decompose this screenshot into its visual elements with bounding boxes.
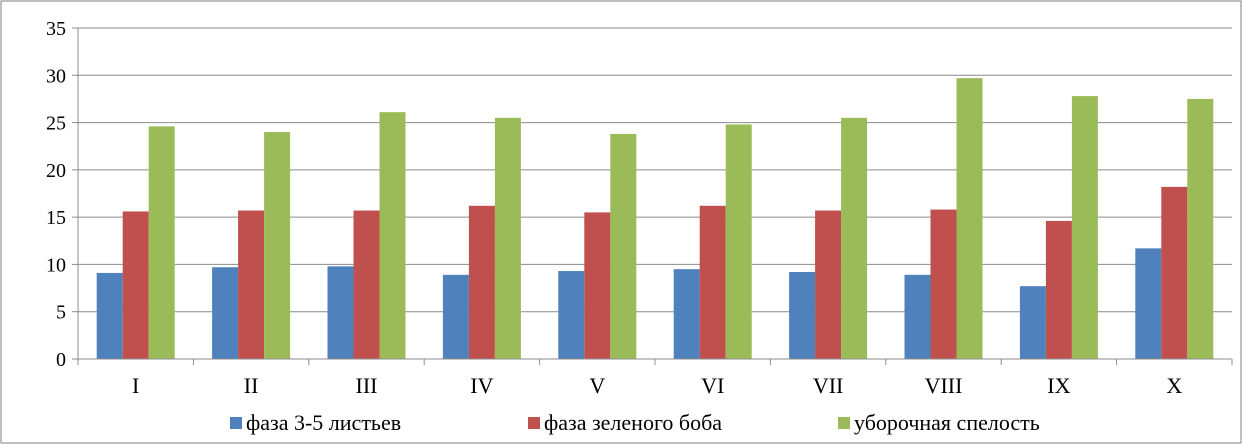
bar <box>930 209 957 359</box>
bar <box>841 117 868 359</box>
bar <box>1045 220 1072 359</box>
legend-label: фаза зеленого боба <box>544 410 722 435</box>
x-tick-label: V <box>589 373 605 398</box>
axes <box>72 27 1233 365</box>
legend-swatch <box>230 417 242 429</box>
y-tick-label: 35 <box>46 18 66 40</box>
x-tick-labels: I II III IV V VI VII VIII IX X <box>132 373 1182 398</box>
legend-label: фаза 3-5 листьев <box>246 410 401 435</box>
x-tick-label: VIII <box>925 373 963 398</box>
bar <box>353 210 380 359</box>
bar <box>725 124 752 359</box>
bar <box>815 210 842 359</box>
y-tick-label: 0 <box>56 349 66 371</box>
x-tick-label: IV <box>470 373 493 398</box>
x-tick-label: IX <box>1047 373 1070 398</box>
legend-label: уборочная спелость <box>854 410 1040 435</box>
bar <box>494 117 521 359</box>
bar <box>699 205 726 359</box>
y-tick-label: 20 <box>46 160 66 182</box>
x-tick-label: VII <box>813 373 844 398</box>
bar <box>1019 286 1046 359</box>
y-tick-label: 15 <box>46 207 66 229</box>
bar <box>122 211 149 359</box>
bar <box>327 266 354 359</box>
bar <box>442 274 469 359</box>
bar <box>379 112 406 359</box>
bar <box>212 267 239 359</box>
y-tick-label: 25 <box>46 113 66 135</box>
bar <box>1135 248 1162 359</box>
y-tick-labels: 0 5 10 15 20 25 30 35 <box>46 18 66 371</box>
legend: фаза 3-5 листьев фаза зеленого боба убороч… <box>230 410 1040 435</box>
legend-swatch <box>528 417 540 429</box>
bar <box>558 271 585 359</box>
bars <box>96 78 1214 360</box>
legend-swatch <box>838 417 850 429</box>
bar <box>468 205 495 359</box>
bar <box>1187 98 1214 359</box>
bar <box>584 212 611 359</box>
x-tick-label: III <box>356 373 378 398</box>
bar <box>238 210 265 359</box>
x-tick-label: VI <box>701 373 724 398</box>
y-tick-label: 30 <box>46 65 66 87</box>
bar <box>148 126 175 360</box>
bar <box>904 274 931 359</box>
y-tick-label: 5 <box>56 302 66 324</box>
bar <box>673 269 700 359</box>
bar <box>1161 186 1188 359</box>
y-tick-label: 10 <box>46 254 66 276</box>
x-tick-label: I <box>132 373 139 398</box>
bar <box>789 271 816 359</box>
bar <box>96 272 123 359</box>
bar <box>264 132 291 359</box>
x-tick-label: X <box>1166 373 1182 398</box>
bar <box>610 133 637 359</box>
bar <box>956 78 983 359</box>
x-tick-label: II <box>244 373 259 398</box>
bar <box>1071 96 1098 359</box>
